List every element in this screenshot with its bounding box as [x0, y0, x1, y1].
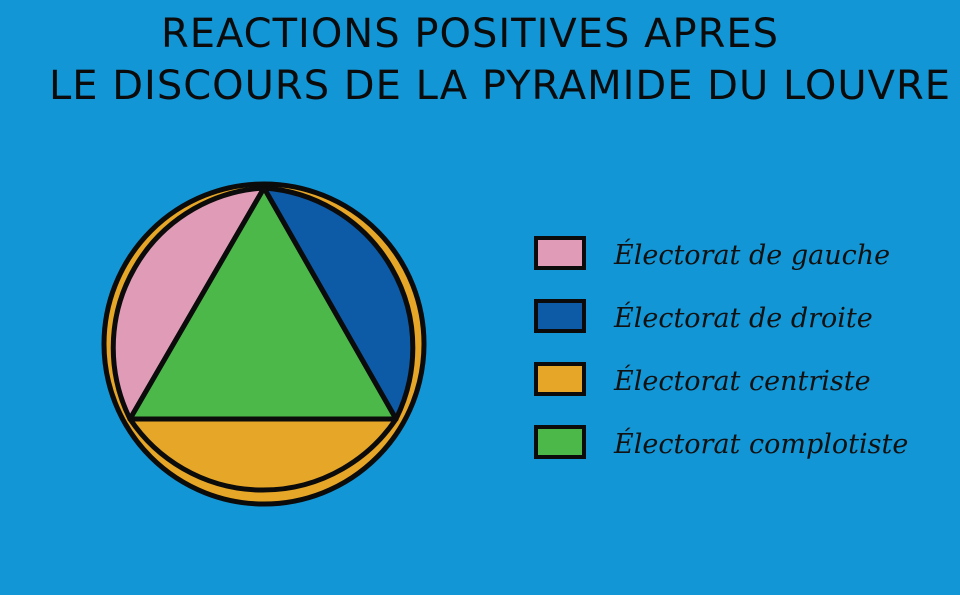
legend-swatch-2	[534, 362, 586, 396]
chart-title-line-1: REACTIONS POSITIVES APRES	[160, 11, 780, 57]
pie-outline	[101, 181, 427, 507]
pie-slice-gauche	[110, 185, 267, 422]
legend-label-3: Électorat complotiste	[613, 427, 908, 460]
legend-swatch-0	[534, 236, 586, 270]
pie-slice-complotiste	[127, 185, 399, 422]
pie-slice-droite	[261, 185, 416, 422]
pie-slice-centriste	[127, 416, 399, 493]
legend-label-2: Électorat centriste	[613, 364, 871, 397]
chart-title-line-2: LE DISCOURS DE LA PYRAMIDE DU LOUVRE	[48, 63, 952, 109]
pie-group	[101, 181, 427, 507]
legend-swatch-3	[534, 425, 586, 459]
legend-label-1: Électorat de droite	[613, 301, 873, 334]
legend-label-0: Électorat de gauche	[613, 238, 890, 271]
legend-swatch-1	[534, 299, 586, 333]
legend: Électorat de gauche Électorat de droite Él…	[534, 236, 908, 460]
